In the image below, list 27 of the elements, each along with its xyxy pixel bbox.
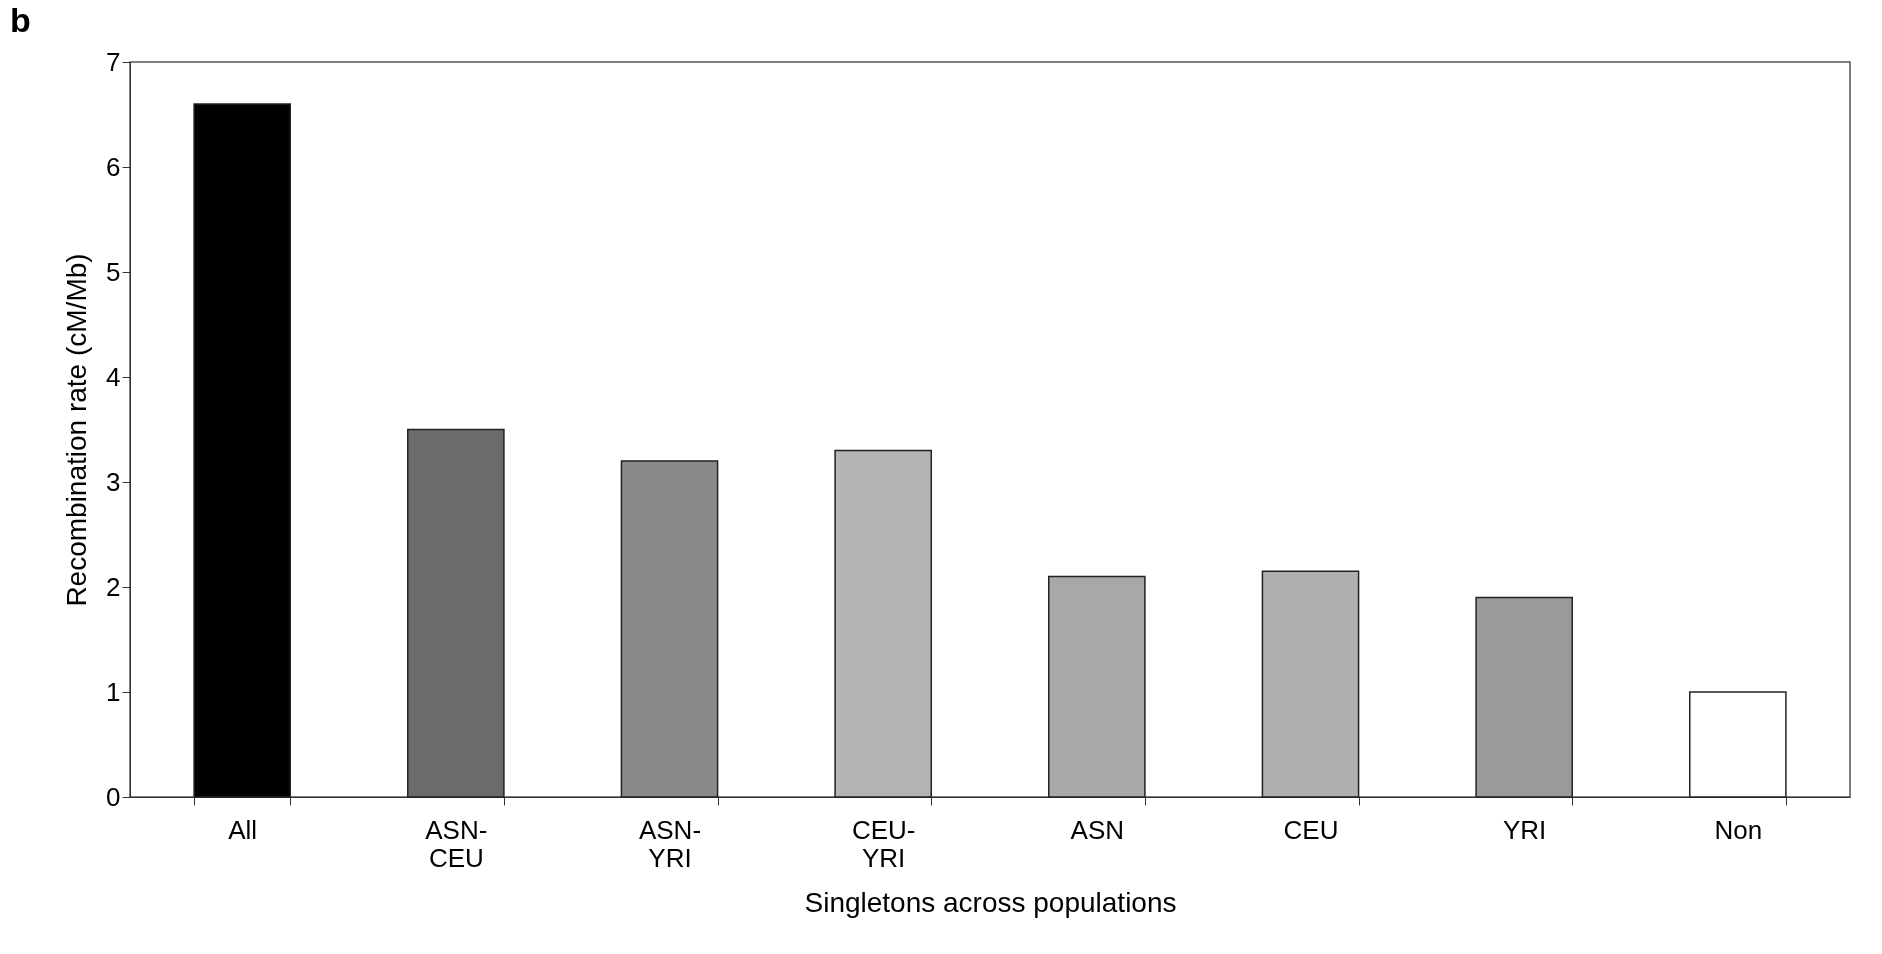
bar [193,103,291,798]
chart-title: b [10,1,31,39]
y-tick-label: 2 [106,571,121,602]
x-tick-label: ASN-YRI [638,814,702,873]
x-axis-title: Singletons across populations [804,886,1177,918]
x-tick-label: Non [1714,814,1763,845]
x-tick-label: ASN-CEU [425,814,488,873]
bar [834,449,932,798]
x-tick-label: All [228,814,258,845]
y-tick-label: 0 [106,781,121,812]
y-tick-label: 7 [106,46,121,77]
y-tick-label: 6 [106,151,121,182]
bar [407,428,505,798]
y-tick-label: 3 [106,466,121,497]
bar [1261,570,1360,798]
bar [1689,691,1787,798]
y-axis-title: Recombination rate (cM/Mb) [61,253,93,607]
bar [620,460,719,798]
y-tick-label: 5 [106,256,121,287]
bar [1475,596,1573,798]
x-tick-label: CEU-YRI [851,814,916,873]
bar [1048,575,1146,798]
x-tick-label: YRI [1502,814,1547,845]
y-tick-label: 4 [106,361,121,392]
x-tick-label: CEU [1283,814,1339,845]
x-tick-label: ASN [1070,814,1125,845]
y-tick-label: 1 [106,676,121,707]
